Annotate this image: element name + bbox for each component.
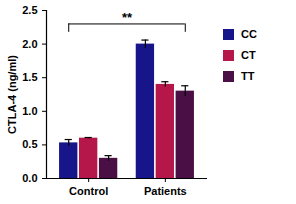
svg-text:**: ** <box>122 10 133 25</box>
svg-text:Patients: Patients <box>144 185 187 197</box>
svg-text:2.0: 2.0 <box>22 38 37 50</box>
svg-text:1.5: 1.5 <box>22 71 37 83</box>
html-text:CC: CC <box>241 28 257 40</box>
svg-text:1.0: 1.0 <box>22 105 37 117</box>
svg-text:CTLA-4 (ng/ml): CTLA-4 (ng/ml) <box>6 55 18 134</box>
svg-text:0.0: 0.0 <box>22 172 37 184</box>
svg-text:Control: Control <box>69 185 108 197</box>
html-text:TT: TT <box>241 70 255 82</box>
svg-text:2.5: 2.5 <box>22 4 37 16</box>
svg-text:0.5: 0.5 <box>22 138 37 150</box>
html-text:CT: CT <box>241 49 256 61</box>
